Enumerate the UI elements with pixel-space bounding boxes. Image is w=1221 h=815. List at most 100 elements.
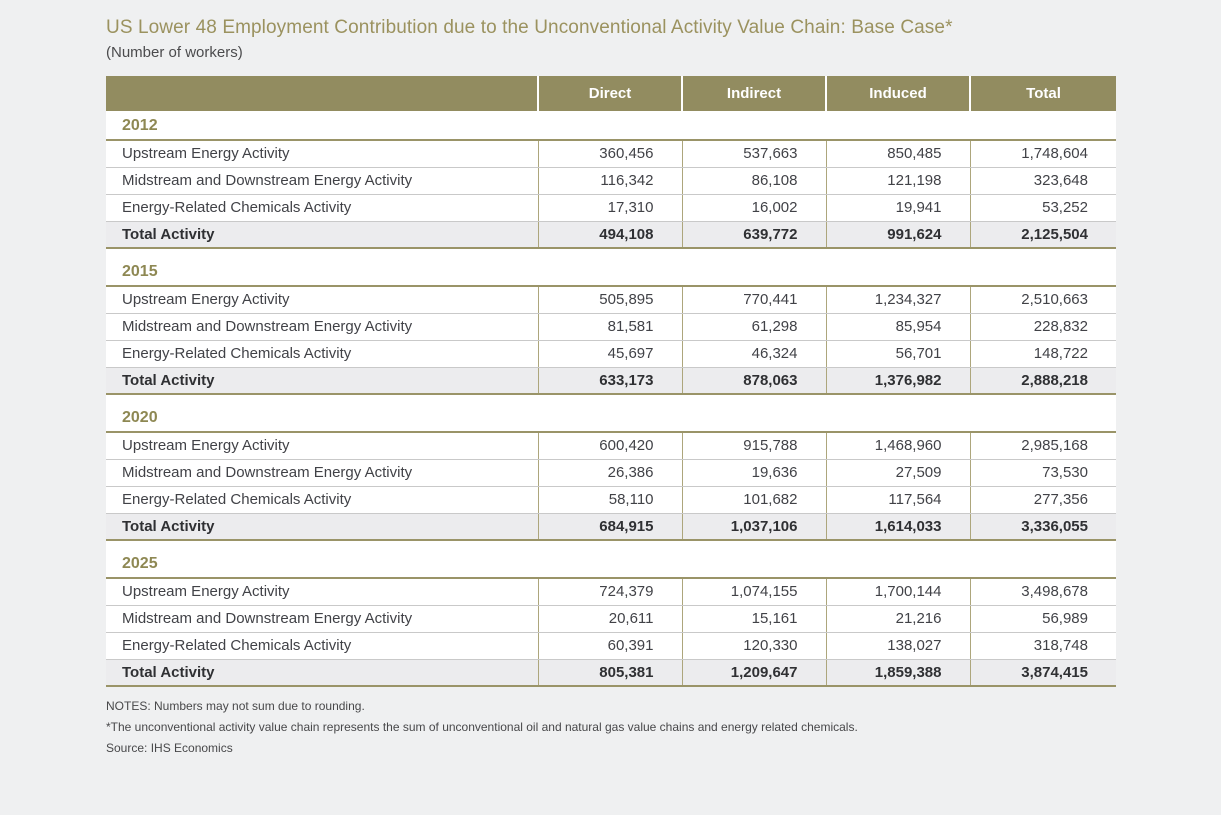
cell-total: 2,510,663 <box>969 286 1116 314</box>
cell-indirect: 915,788 <box>681 432 826 460</box>
table-row: Upstream Energy Activity 724,379 1,074,1… <box>106 578 1116 606</box>
page-title: US Lower 48 Employment Contribution due … <box>106 17 953 38</box>
header-activity <box>106 76 538 111</box>
footnotes: NOTES: Numbers may not sum due to roundi… <box>106 700 1116 755</box>
year-heading-row: 2020 <box>106 403 1116 433</box>
row-label: Upstream Energy Activity <box>106 578 538 606</box>
cell-direct: 20,611 <box>537 605 682 633</box>
row-label: Midstream and Downstream Energy Activity <box>106 459 538 487</box>
cell-total: 2,985,168 <box>969 432 1116 460</box>
cell-induced: 19,941 <box>825 194 970 222</box>
table-row: Midstream and Downstream Energy Activity… <box>106 459 1116 487</box>
cell-total: 3,874,415 <box>969 659 1116 687</box>
header-row: Direct Indirect Induced Total <box>106 76 1116 111</box>
note-source: Source: IHS Economics <box>106 741 233 755</box>
cell-direct: 360,456 <box>537 140 682 168</box>
page-subtitle: (Number of workers) <box>106 44 243 61</box>
row-label: Midstream and Downstream Energy Activity <box>106 167 538 195</box>
total-row: Total Activity 684,915 1,037,106 1,614,0… <box>106 513 1116 541</box>
row-label: Midstream and Downstream Energy Activity <box>106 313 538 341</box>
cell-direct: 600,420 <box>537 432 682 460</box>
row-label: Energy-Related Chemicals Activity <box>106 632 538 660</box>
table-row: Midstream and Downstream Energy Activity… <box>106 313 1116 341</box>
cell-indirect: 639,772 <box>681 221 826 249</box>
year-heading: 2025 <box>106 549 1116 579</box>
cell-indirect: 101,682 <box>681 486 826 514</box>
cell-total: 1,748,604 <box>969 140 1116 168</box>
section-gap <box>106 540 1116 549</box>
cell-indirect: 86,108 <box>681 167 826 195</box>
cell-indirect: 16,002 <box>681 194 826 222</box>
year-heading-row: 2012 <box>106 111 1116 141</box>
row-label: Energy-Related Chemicals Activity <box>106 486 538 514</box>
cell-indirect: 19,636 <box>681 459 826 487</box>
cell-direct: 26,386 <box>537 459 682 487</box>
row-label: Total Activity <box>106 513 538 541</box>
cell-induced: 1,468,960 <box>825 432 970 460</box>
cell-indirect: 1,074,155 <box>681 578 826 606</box>
year-heading: 2012 <box>106 111 1116 141</box>
cell-indirect: 120,330 <box>681 632 826 660</box>
row-label: Energy-Related Chemicals Activity <box>106 340 538 368</box>
row-label: Total Activity <box>106 659 538 687</box>
cell-induced: 85,954 <box>825 313 970 341</box>
cell-total: 318,748 <box>969 632 1116 660</box>
cell-total: 148,722 <box>969 340 1116 368</box>
cell-total: 2,888,218 <box>969 367 1116 395</box>
table-row: Energy-Related Chemicals Activity 17,310… <box>106 194 1116 222</box>
year-heading-row: 2015 <box>106 257 1116 287</box>
cell-direct: 494,108 <box>537 221 682 249</box>
cell-induced: 138,027 <box>825 632 970 660</box>
cell-direct: 116,342 <box>537 167 682 195</box>
cell-induced: 991,624 <box>825 221 970 249</box>
cell-total: 323,648 <box>969 167 1116 195</box>
cell-direct: 805,381 <box>537 659 682 687</box>
row-label: Total Activity <box>106 367 538 395</box>
report-table-panel: US Lower 48 Employment Contribution due … <box>106 0 1116 763</box>
year-heading: 2015 <box>106 257 1116 287</box>
cell-induced: 117,564 <box>825 486 970 514</box>
row-label: Energy-Related Chemicals Activity <box>106 194 538 222</box>
cell-indirect: 537,663 <box>681 140 826 168</box>
cell-indirect: 15,161 <box>681 605 826 633</box>
row-label: Total Activity <box>106 221 538 249</box>
cell-indirect: 770,441 <box>681 286 826 314</box>
header-induced: Induced <box>825 76 970 111</box>
cell-total: 277,356 <box>969 486 1116 514</box>
cell-total: 56,989 <box>969 605 1116 633</box>
section-gap <box>106 394 1116 403</box>
cell-total: 53,252 <box>969 194 1116 222</box>
cell-induced: 121,198 <box>825 167 970 195</box>
header-direct: Direct <box>537 76 682 111</box>
cell-direct: 81,581 <box>537 313 682 341</box>
cell-direct: 58,110 <box>537 486 682 514</box>
table-row: Upstream Energy Activity 360,456 537,663… <box>106 140 1116 168</box>
table-row: Upstream Energy Activity 505,895 770,441… <box>106 286 1116 314</box>
cell-total: 3,336,055 <box>969 513 1116 541</box>
total-row: Total Activity 494,108 639,772 991,624 2… <box>106 221 1116 249</box>
total-row: Total Activity 805,381 1,209,647 1,859,3… <box>106 659 1116 687</box>
table-row: Energy-Related Chemicals Activity 60,391… <box>106 632 1116 660</box>
cell-induced: 21,216 <box>825 605 970 633</box>
table-row: Midstream and Downstream Energy Activity… <box>106 167 1116 195</box>
row-label: Upstream Energy Activity <box>106 432 538 460</box>
cell-induced: 1,234,327 <box>825 286 970 314</box>
cell-indirect: 1,037,106 <box>681 513 826 541</box>
section-gap <box>106 248 1116 257</box>
table-row: Energy-Related Chemicals Activity 58,110… <box>106 486 1116 514</box>
cell-induced: 1,614,033 <box>825 513 970 541</box>
table-row: Midstream and Downstream Energy Activity… <box>106 605 1116 633</box>
note-definition: *The unconventional activity value chain… <box>106 720 858 734</box>
cell-induced: 27,509 <box>825 459 970 487</box>
note-rounding: NOTES: Numbers may not sum due to roundi… <box>106 699 365 713</box>
header-total: Total <box>969 76 1116 111</box>
cell-induced: 1,700,144 <box>825 578 970 606</box>
year-heading-row: 2025 <box>106 549 1116 579</box>
year-heading: 2020 <box>106 403 1116 433</box>
row-label: Upstream Energy Activity <box>106 140 538 168</box>
cell-induced: 1,376,982 <box>825 367 970 395</box>
total-row: Total Activity 633,173 878,063 1,376,982… <box>106 367 1116 395</box>
cell-total: 228,832 <box>969 313 1116 341</box>
cell-direct: 633,173 <box>537 367 682 395</box>
cell-direct: 60,391 <box>537 632 682 660</box>
